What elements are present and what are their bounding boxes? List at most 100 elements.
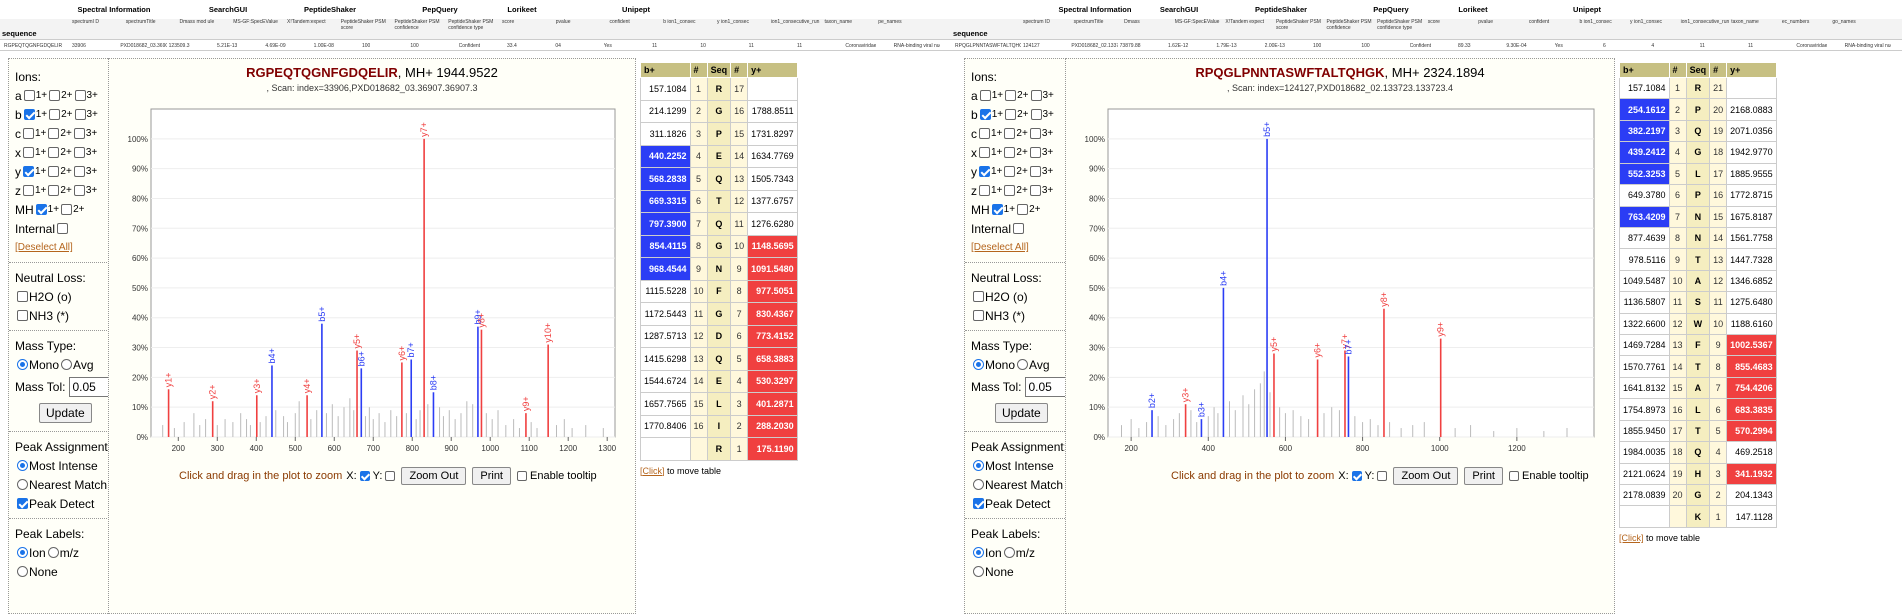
ion-a-charge-checkbox[interactable]	[49, 90, 61, 101]
update-button[interactable]: Update	[39, 403, 92, 423]
ion-a-charge-checkbox[interactable]	[1005, 90, 1017, 101]
charge-label: 2+	[61, 109, 73, 120]
zoom-x-checkbox[interactable]	[1351, 471, 1362, 481]
zoom-y-checkbox[interactable]	[385, 471, 396, 481]
ion-c-charge-checkbox[interactable]	[1004, 128, 1016, 139]
most-intense-radio[interactable]	[17, 460, 28, 471]
mh-charge-checkbox[interactable]	[61, 204, 73, 215]
zoom-x-checkbox[interactable]	[359, 471, 370, 481]
spectrum-chart[interactable]: 0% 10% 20% 30% 40% 50% 60% 70% 80% 90% 100% 200 300 4…	[117, 99, 627, 459]
ion-y-charge-checkbox[interactable]	[23, 166, 34, 177]
mh-charge-checkbox[interactable]	[991, 204, 1003, 215]
ion-c-charge-checkbox[interactable]	[1029, 128, 1041, 139]
ion-b-charge-checkbox[interactable]	[1005, 109, 1017, 120]
y-tick-label: 20%	[132, 373, 148, 382]
enable-tooltip-checkbox[interactable]	[1509, 471, 1519, 481]
deselect-all-link[interactable]: [Deselect All]	[971, 242, 1029, 253]
ion-a-charge-checkbox[interactable]	[74, 90, 86, 101]
print-button[interactable]: Print	[472, 467, 511, 485]
ion-c-charge-checkbox[interactable]	[23, 128, 34, 139]
zoom-out-button[interactable]: Zoom Out	[401, 467, 467, 485]
ion-x-charge-checkbox[interactable]	[73, 147, 85, 158]
most-intense-radio[interactable]	[973, 460, 984, 471]
label-ion-radio[interactable]	[17, 547, 28, 558]
peak-label: y10+	[543, 323, 553, 343]
ion-a-charge-checkbox[interactable]	[23, 90, 35, 101]
zoom-y-checkbox[interactable]	[1377, 471, 1388, 481]
mono-radio[interactable]	[973, 359, 984, 370]
peptide-sequence: RPQGLPNNTASWFTALTQHGK	[1195, 65, 1385, 80]
y-index: 16	[1709, 184, 1728, 207]
x-tick-label: 1000	[481, 444, 499, 453]
ion-y-charge-checkbox[interactable]	[1029, 166, 1041, 177]
results-row[interactable]: RGPEQTQGNFGDQELIR 33906 PXD018682_03.36907…	[0, 39, 951, 51]
update-button[interactable]: Update	[995, 403, 1048, 423]
ion-b-charge-checkbox[interactable]	[979, 109, 991, 120]
ion-z-charge-checkbox[interactable]	[1004, 185, 1016, 196]
charge-label: 3+	[85, 185, 98, 196]
mono-radio[interactable]	[17, 359, 28, 370]
label-mz-radio[interactable]	[1003, 547, 1015, 558]
ion-x-charge-checkbox[interactable]	[979, 147, 990, 158]
avg-radio[interactable]	[1017, 359, 1029, 370]
ion-y-charge-checkbox[interactable]	[1004, 166, 1016, 177]
ion-x-charge-checkbox[interactable]	[23, 147, 34, 158]
enable-tooltip-checkbox[interactable]	[517, 471, 527, 481]
ion-c-charge-checkbox[interactable]	[73, 128, 85, 139]
deselect-all-link[interactable]: [Deselect All]	[15, 242, 73, 253]
ion-z-charge-checkbox[interactable]	[979, 185, 990, 196]
ion-x-charge-checkbox[interactable]	[1029, 147, 1041, 158]
ion-a-charge-checkbox[interactable]	[1030, 90, 1042, 101]
mass-tol-input[interactable]	[1025, 377, 1070, 397]
results-row[interactable]: RPQGLPNNTASWFTALTQHGK 124127 PXD018682_02.…	[951, 39, 1902, 51]
table-header-cell: #	[1709, 62, 1728, 78]
move-table-link[interactable]: [Click]	[1619, 533, 1644, 543]
ion-b-charge-checkbox[interactable]	[49, 109, 61, 120]
zoom-out-button[interactable]: Zoom Out	[1393, 467, 1459, 485]
b-ion-mass: 669.3315	[640, 189, 691, 213]
peak-detect-checkbox[interactable]	[973, 498, 984, 509]
plot-frame	[150, 108, 616, 438]
ion-z-charge-checkbox[interactable]	[1029, 185, 1041, 196]
ion-x-charge-checkbox[interactable]	[1004, 147, 1016, 158]
x-tick-label: 1300	[598, 444, 616, 453]
nearest-match-radio[interactable]	[973, 479, 984, 490]
h2o-loss-checkbox[interactable]	[17, 291, 28, 302]
ion-c-charge-checkbox[interactable]	[979, 128, 990, 139]
ion-c-charge-checkbox[interactable]	[48, 128, 60, 139]
y-ion-mass: 1772.8715	[1726, 184, 1777, 207]
ion-b-charge-checkbox[interactable]	[74, 109, 86, 120]
avg-radio[interactable]	[61, 359, 73, 370]
peak-detect-checkbox[interactable]	[17, 498, 28, 509]
label-ion-radio[interactable]	[973, 547, 984, 558]
nh3-loss-checkbox[interactable]	[17, 310, 28, 321]
internal-checkbox[interactable]	[1013, 223, 1025, 234]
internal-checkbox[interactable]	[57, 223, 69, 234]
mh-charge-checkbox[interactable]	[35, 204, 47, 215]
label-none-radio[interactable]	[973, 566, 984, 577]
ion-b-charge-checkbox[interactable]	[1030, 109, 1042, 120]
y-ion-mass: 469.2518	[1726, 441, 1777, 464]
ion-x-charge-checkbox[interactable]	[48, 147, 60, 158]
nh3-loss-checkbox[interactable]	[973, 310, 984, 321]
zoom-y-label: Y:	[1364, 470, 1375, 482]
move-table-link[interactable]: [Click]	[640, 465, 665, 476]
mh-charge-checkbox[interactable]	[1017, 204, 1029, 215]
ion-z-charge-checkbox[interactable]	[73, 185, 85, 196]
ion-y-charge-checkbox[interactable]	[48, 166, 60, 177]
print-button[interactable]: Print	[1464, 467, 1503, 485]
ion-z-charge-checkbox[interactable]	[23, 185, 34, 196]
nearest-match-radio[interactable]	[17, 479, 28, 490]
y-ion-mass	[1726, 76, 1777, 100]
y-tick-label: 0%	[1093, 433, 1105, 442]
spectrum-chart[interactable]: 0% 10% 20% 30% 40% 50% 60% 70% 80% 90% 100% 200 400 6…	[1074, 99, 1606, 459]
ion-y-charge-checkbox[interactable]	[979, 166, 990, 177]
h2o-loss-checkbox[interactable]	[973, 291, 984, 302]
ion-y-charge-checkbox[interactable]	[73, 166, 85, 177]
mass-tol-input[interactable]	[69, 377, 114, 397]
label-none-radio[interactable]	[17, 566, 28, 577]
ion-a-charge-checkbox[interactable]	[979, 90, 991, 101]
ion-z-charge-checkbox[interactable]	[48, 185, 60, 196]
label-mz-radio[interactable]	[47, 547, 59, 558]
ion-b-charge-checkbox[interactable]	[23, 109, 35, 120]
